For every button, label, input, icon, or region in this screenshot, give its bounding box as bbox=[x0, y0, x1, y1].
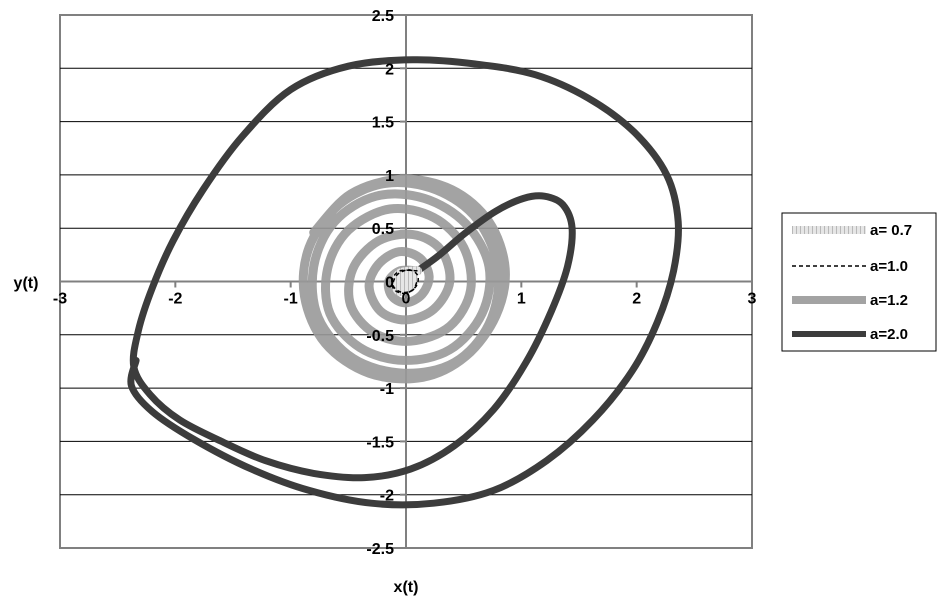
y-tick-label: 0.5 bbox=[372, 221, 394, 238]
x-tick-label: 3 bbox=[748, 291, 757, 308]
x-tick-label: 0 bbox=[402, 291, 411, 308]
y-tick-label: 2.5 bbox=[372, 8, 394, 25]
legend-items: a= 0.7 a=1.0 a=1.2 a=2.0 bbox=[792, 222, 912, 343]
series-line-1 bbox=[391, 269, 420, 295]
x-axis-title: x(t) bbox=[394, 579, 419, 596]
x-tick-label: -1 bbox=[284, 291, 298, 308]
x-tick-label: -3 bbox=[53, 291, 67, 308]
legend-label: a=1.0 bbox=[870, 258, 908, 275]
series-line-2 bbox=[298, 174, 510, 384]
legend-label: a=1.2 bbox=[870, 292, 908, 309]
legend: a= 0.7 a=1.0 a=1.2 a=2.0 bbox=[781, 212, 937, 352]
legend-box bbox=[781, 212, 937, 352]
legend-label: a=2.0 bbox=[870, 326, 908, 343]
x-tick-label: 2 bbox=[632, 291, 641, 308]
y-tick-label: 2 bbox=[385, 61, 394, 78]
y-tick-label: -1.5 bbox=[366, 434, 394, 451]
y-tick-label: -2.5 bbox=[366, 541, 394, 558]
tick-labels: -3 -2 -1 0 1 2 3 -2.5 -2 -1.5 -1 -0.5 0 0.5 1 1.5 2 2.5 bbox=[53, 8, 757, 558]
y-tick-label: -2 bbox=[380, 488, 394, 505]
y-tick-label: 1.5 bbox=[372, 115, 394, 132]
x-tick-label: -2 bbox=[168, 291, 182, 308]
x-tick-label: 1 bbox=[517, 291, 526, 308]
legend-label: a= 0.7 bbox=[870, 222, 912, 239]
y-tick-label: -1 bbox=[380, 381, 394, 398]
y-axis-title: y(t) bbox=[14, 275, 39, 292]
series-line-3 bbox=[127, 56, 682, 509]
series-layer bbox=[127, 56, 682, 509]
y-tick-label: 0 bbox=[385, 275, 394, 292]
y-tick-label: 1 bbox=[385, 168, 394, 185]
series-line-0 bbox=[391, 266, 422, 296]
y-tick-label: -0.5 bbox=[366, 328, 394, 345]
